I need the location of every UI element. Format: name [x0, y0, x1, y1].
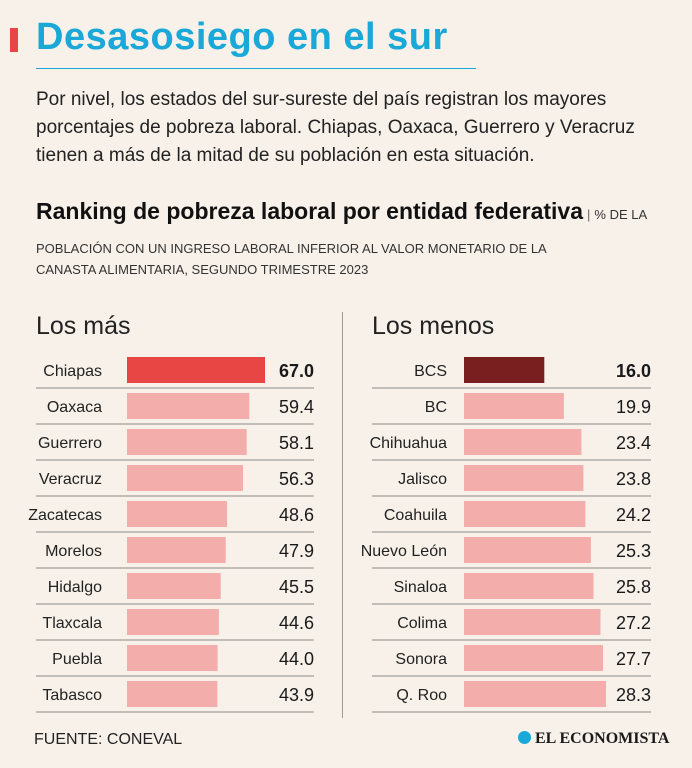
data-label: 43.9: [279, 685, 314, 705]
data-label: 44.6: [279, 613, 314, 633]
data-label: 25.3: [616, 541, 651, 561]
category-label: Q. Roo: [396, 687, 447, 704]
panel-title-least: Los menos: [372, 312, 495, 340]
category-label: Colima: [397, 615, 447, 632]
data-label: 67.0: [279, 361, 314, 381]
chart-subtitle-part1: % DE LA POBLACIÓN CON UN INGRESO LABORAL…: [36, 207, 647, 256]
panel-title-most: Los más: [36, 312, 131, 340]
bar-highlight: [464, 357, 545, 383]
logo-text: EL ECONOMISTA: [535, 730, 670, 747]
bar: [464, 393, 564, 419]
source-note: FUENTE: CONEVAL: [34, 731, 183, 748]
bar: [127, 573, 221, 599]
data-label: 56.3: [279, 469, 314, 489]
bar: [127, 537, 226, 563]
category-label: BC: [425, 399, 447, 416]
chart-subtitle-inline: |% DE LA POBLACIÓN CON UN INGRESO LABORA…: [36, 207, 646, 256]
bar: [464, 645, 603, 671]
chart-subtitle-part2: CANASTA ALIMENTARIA, SEGUNDO TRIMESTRE 2…: [36, 262, 369, 277]
bar: [127, 393, 250, 419]
intro-paragraph: Por nivel, los estados del sur-sureste d…: [36, 89, 635, 166]
bar: [464, 537, 591, 563]
category-label: Guerrero: [38, 435, 102, 452]
bar-highlight: [127, 357, 265, 383]
bar: [127, 609, 219, 635]
bar: [464, 609, 601, 635]
category-label: Hidalgo: [48, 579, 102, 596]
category-label: Sonora: [395, 651, 447, 668]
category-label: Tlaxcala: [42, 615, 102, 632]
data-label: 24.2: [616, 505, 651, 525]
logo-icon: [518, 731, 531, 744]
bar: [464, 501, 586, 527]
data-label: 19.9: [616, 397, 651, 417]
category-label: Coahuila: [384, 507, 447, 524]
category-label: Chiapas: [43, 363, 102, 380]
category-label: Oaxaca: [47, 399, 102, 416]
data-label: 28.3: [616, 685, 651, 705]
category-label: Zacatecas: [28, 507, 102, 524]
category-label: Chihuahua: [370, 435, 448, 452]
chart-title-block: Ranking de pobreza laboral por entidad f…: [36, 196, 676, 264]
data-label: 16.0: [616, 361, 651, 381]
bar: [127, 501, 228, 527]
bar: [464, 681, 606, 707]
data-label: 48.6: [279, 505, 314, 525]
data-label: 58.1: [279, 433, 314, 453]
bar: [464, 465, 584, 491]
category-label: Morelos: [45, 543, 102, 560]
bar: [464, 573, 594, 599]
category-label: Tabasco: [42, 687, 102, 704]
category-label: Puebla: [52, 651, 102, 668]
category-label: Jalisco: [398, 471, 447, 488]
chart-title: Ranking de pobreza laboral por entidad f…: [36, 198, 584, 224]
data-label: 27.2: [616, 613, 651, 633]
data-label: 45.5: [279, 577, 314, 597]
data-label: 23.4: [616, 433, 651, 453]
bar: [127, 681, 218, 707]
data-label: 59.4: [279, 397, 314, 417]
bar: [127, 465, 243, 491]
title-underline: [36, 68, 476, 69]
bar: [127, 429, 247, 455]
panel-divider: [342, 312, 343, 718]
data-label: 27.7: [616, 649, 651, 669]
title-accent-bar: [10, 28, 18, 52]
subtitle-separator: |: [587, 207, 591, 222]
category-label: Veracruz: [39, 471, 102, 488]
category-label: Nuevo León: [361, 543, 447, 560]
page-title: Desasosiego en el sur: [36, 16, 448, 58]
data-label: 47.9: [279, 541, 314, 561]
category-label: BCS: [414, 363, 447, 380]
category-label: Sinaloa: [394, 579, 447, 596]
bar: [127, 645, 218, 671]
publisher-logo: EL ECONOMISTA: [518, 730, 669, 748]
data-label: 44.0: [279, 649, 314, 669]
bar: [464, 429, 582, 455]
data-label: 25.8: [616, 577, 651, 597]
data-label: 23.8: [616, 469, 651, 489]
